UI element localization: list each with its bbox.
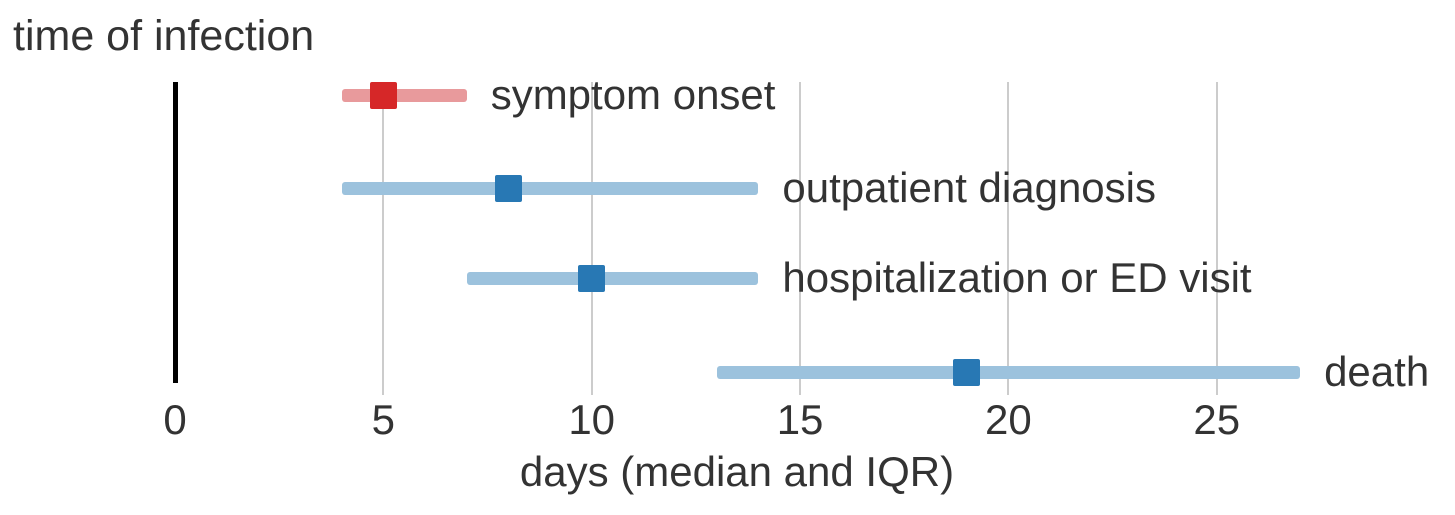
x-tick-label-0: 0: [163, 396, 187, 443]
x-tick-label-25: 25: [1193, 396, 1241, 443]
x-tick-label-15: 15: [776, 396, 824, 443]
iqr-band-0: [341, 88, 467, 102]
chart-title: time of infection: [13, 12, 315, 60]
median-marker-1: [494, 174, 522, 202]
median-marker-2: [578, 264, 606, 292]
gridline-day-25: [1215, 82, 1218, 395]
iqr-band-3: [716, 365, 1301, 379]
series-label-0: symptom onset: [490, 71, 776, 118]
gridline-day-20: [1007, 82, 1010, 395]
iqr-band-1: [341, 181, 759, 195]
x-tick-label-20: 20: [985, 396, 1032, 443]
x-tick-label-10: 10: [568, 396, 616, 443]
gridline-day-15: [799, 82, 802, 395]
time-zero-line: [172, 82, 178, 383]
series-label-1: outpatient diagnosis: [782, 164, 1156, 211]
series-label-2: hospitalization or ED visit: [782, 254, 1252, 301]
series-label-3: death: [1324, 348, 1430, 395]
gridline-day-10: [590, 82, 593, 395]
gridline-day-5: [382, 82, 385, 395]
median-marker-0: [369, 81, 397, 109]
x-axis-label: days (median and IQR): [519, 448, 955, 495]
x-tick-label-5: 5: [371, 396, 396, 443]
iqr-band-2: [466, 271, 759, 285]
median-marker-3: [953, 358, 981, 386]
